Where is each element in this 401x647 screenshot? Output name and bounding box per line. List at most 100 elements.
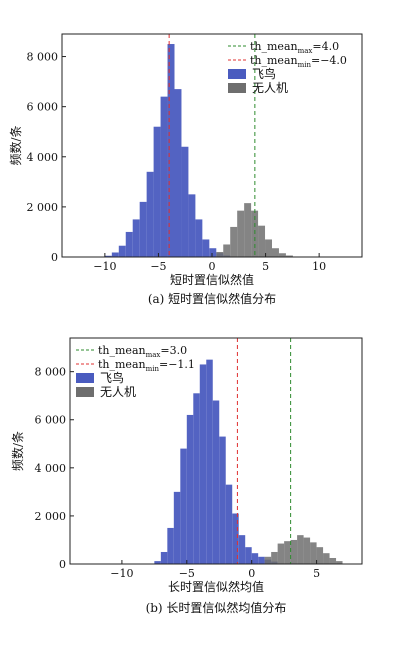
y-tick-label: 4 000: [27, 151, 59, 164]
drone-bar: [230, 226, 238, 257]
y-tick-label: 6 000: [27, 101, 59, 114]
legend-entry-min: th_meanmin=−4.0: [250, 54, 347, 69]
bird-bar: [206, 359, 213, 564]
legend-entry-min: th_meanmin=−1.1: [98, 358, 195, 373]
bird-bar: [212, 400, 220, 564]
y-tick-label: 2 000: [35, 510, 67, 523]
drone-bar: [278, 253, 286, 257]
bird-bar: [139, 201, 147, 257]
legend-subscript: min: [146, 365, 160, 373]
bird-bar: [167, 527, 174, 564]
drone-bar: [258, 225, 266, 257]
drone-bar: [323, 553, 330, 564]
x-tick-label: −5: [150, 260, 166, 273]
x-tick-label: 10: [312, 260, 326, 273]
bird-bar: [167, 44, 175, 257]
legend-label: th_mean: [98, 344, 146, 357]
y-tick-label: 6 000: [35, 414, 67, 427]
bird-bar: [181, 146, 189, 257]
bird-bar: [245, 547, 252, 564]
bird-bar: [199, 364, 207, 564]
bird-bar: [238, 535, 246, 564]
chart-caption: (a) 短时置信似然值分布: [148, 291, 276, 306]
legend-entry-max: th_meanmax=3.0: [98, 344, 187, 359]
legend-entry-max: th_meanmax=4.0: [250, 40, 339, 55]
x-tick-label: 0: [248, 567, 255, 580]
legend-swatch-bird: [228, 69, 246, 79]
bird-bar: [153, 126, 161, 258]
drone-bar: [297, 535, 304, 564]
bird-bar: [173, 491, 181, 564]
bird-bar: [188, 194, 196, 257]
drone-bar: [310, 542, 317, 564]
chart-caption: (b) 长时置信似然均值分布: [146, 600, 287, 615]
bird-bar: [219, 436, 226, 564]
bird-bar: [258, 556, 265, 564]
y-tick-label: 0: [59, 558, 66, 571]
bird-bar: [111, 252, 119, 257]
legend-label: th_mean: [250, 54, 298, 67]
chart-a: −10 −5 0 5 10 0 2 000 4 000 6 000 8 000 短时置信似然值 频数/…: [8, 33, 363, 306]
plot-frame: [61, 33, 363, 258]
bird-bar: [104, 255, 112, 257]
legend-value: =−4.0: [311, 54, 347, 67]
drone-bar: [244, 203, 252, 257]
legend-label-drone: 无人机: [252, 81, 288, 95]
bird-bar: [225, 484, 233, 564]
chart-b: −10 −5 0 5 0 2 000 4 000 6 000 8 000 长时置信似然均值 频数/条…: [10, 337, 363, 615]
drone-bar: [271, 551, 278, 564]
legend-label: th_mean: [98, 358, 146, 371]
bird-bar: [209, 248, 217, 257]
bird-bar: [251, 553, 259, 564]
drone-bar: [277, 543, 285, 564]
bird-bar: [118, 245, 126, 257]
bird-bar: [132, 219, 140, 257]
drone-bar: [237, 210, 245, 257]
legend-label-bird: 飞鸟: [252, 66, 276, 81]
x-tick-label: −5: [179, 567, 195, 580]
bird-bar: [125, 231, 133, 257]
drone-bar: [316, 547, 324, 564]
legend-value: =−1.1: [159, 358, 195, 371]
y-tick-label: 2 000: [27, 201, 59, 214]
legend-label-bird: 飞鸟: [100, 370, 124, 385]
x-tick-label: 5: [262, 260, 269, 273]
drone-bar: [272, 248, 279, 257]
legend-subscript: max: [298, 47, 313, 55]
drone-bar: [284, 541, 291, 564]
legend-label-drone: 无人机: [100, 385, 136, 399]
legend-value: =4.0: [312, 40, 339, 53]
bird-bar: [146, 171, 154, 257]
drone-bar: [223, 244, 231, 257]
bird-bar: [193, 393, 200, 564]
x-tick-label: −10: [93, 260, 116, 273]
bird-bar: [154, 561, 161, 564]
legend-label: th_mean: [250, 40, 298, 53]
drone-bar: [216, 251, 224, 257]
y-tick-label: 4 000: [35, 462, 67, 475]
bird-bar: [174, 89, 182, 258]
y-axis-label: 频数/条: [8, 125, 23, 165]
drone-bar: [336, 561, 343, 564]
y-axis-label: 频数/条: [10, 431, 25, 471]
plot-frame: [69, 337, 363, 565]
x-axis-label: 长时置信似然均值: [168, 579, 264, 594]
y-tick-label: 8 000: [27, 51, 59, 64]
bird-bar: [160, 551, 168, 564]
legend-value: =3.0: [160, 344, 187, 357]
x-tick-label: 0: [209, 260, 216, 273]
legend-swatch-drone: [76, 387, 94, 397]
y-tick-label: 8 000: [35, 366, 67, 379]
x-tick-label: 5: [313, 567, 320, 580]
bird-bar: [186, 414, 194, 564]
drone-bar: [290, 539, 298, 564]
drone-bar: [264, 556, 272, 564]
legend-subscript: max: [146, 351, 161, 359]
x-axis-label: 短时置信似然值: [170, 272, 254, 287]
legend-swatch-drone: [228, 83, 246, 93]
legend-subscript: min: [298, 61, 312, 69]
y-tick-label: 0: [51, 251, 58, 264]
drone-bar: [285, 255, 293, 257]
drone-bar: [329, 557, 337, 564]
